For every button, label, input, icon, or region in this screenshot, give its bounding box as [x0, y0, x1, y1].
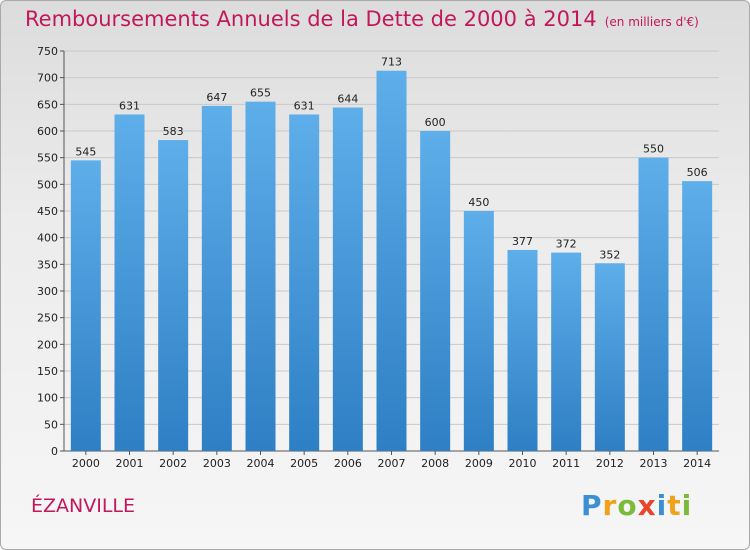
x-tick-label: 2002 [159, 457, 187, 470]
x-tick-label: 2007 [378, 457, 406, 470]
data-label: 550 [643, 143, 664, 156]
y-tick-label: 400 [37, 232, 58, 245]
bar-2003 [201, 105, 232, 451]
data-label: 506 [687, 166, 708, 179]
data-label: 372 [556, 238, 577, 251]
bar-2004 [245, 101, 276, 452]
x-tick-label: 2001 [116, 457, 144, 470]
data-label: 713 [381, 56, 402, 69]
x-tick-label: 2006 [334, 457, 362, 470]
data-label: 644 [337, 93, 358, 106]
data-label: 631 [294, 99, 315, 112]
x-tick-label: 2014 [683, 457, 711, 470]
y-tick-label: 50 [44, 418, 58, 431]
y-tick-label: 300 [37, 285, 58, 298]
x-tick-label: 2010 [509, 457, 537, 470]
x-tick-label: 2003 [203, 457, 231, 470]
x-tick-label: 2011 [552, 457, 580, 470]
data-label: 631 [119, 99, 140, 112]
chart-title: Remboursements Annuels de la Dette de 20… [25, 7, 699, 31]
data-label: 450 [468, 196, 489, 209]
bar-2009 [463, 211, 494, 451]
proxiti-logo[interactable]: Proxiti [581, 489, 693, 522]
bar-2012 [594, 263, 625, 451]
data-label: 545 [75, 145, 96, 158]
x-tick-label: 2008 [421, 457, 449, 470]
y-tick-label: 750 [37, 45, 58, 58]
y-tick-label: 550 [37, 152, 58, 165]
x-tick-label: 2013 [640, 457, 668, 470]
bar-2007 [376, 70, 407, 451]
bars [70, 70, 713, 452]
y-tick-label: 200 [37, 338, 58, 351]
x-tick-label: 2000 [72, 457, 100, 470]
bar-2014 [682, 181, 713, 451]
data-label: 352 [599, 248, 620, 261]
bar-2006 [332, 107, 363, 452]
chart-subtitle: (en milliers d'€) [604, 15, 699, 29]
data-label: 600 [425, 116, 446, 129]
data-label: 655 [250, 87, 271, 100]
bar-2002 [158, 140, 189, 452]
bar-2000 [70, 160, 101, 452]
y-tick-label: 500 [37, 178, 58, 191]
y-tick-label: 0 [51, 445, 58, 458]
y-tick-label: 250 [37, 312, 58, 325]
data-label: 377 [512, 235, 533, 248]
bar-2013 [638, 157, 669, 451]
y-tick-label: 700 [37, 72, 58, 85]
x-tick-label: 2005 [290, 457, 318, 470]
y-tick-label: 600 [37, 125, 58, 138]
city-name: ÉZANVILLE [31, 495, 136, 517]
x-tick-label: 2004 [247, 457, 275, 470]
bar-2010 [507, 249, 538, 451]
y-tick-label: 150 [37, 365, 58, 378]
bar-2005 [289, 114, 320, 451]
y-tick-label: 100 [37, 392, 58, 405]
data-label: 647 [206, 91, 227, 104]
bar-2008 [420, 131, 451, 451]
bar-2001 [114, 114, 145, 451]
data-label: 583 [163, 125, 184, 138]
x-tick-label: 2009 [465, 457, 493, 470]
y-tick-label: 350 [37, 258, 58, 271]
bar-2011 [551, 252, 582, 451]
y-tick-label: 450 [37, 205, 58, 218]
y-tick-label: 650 [37, 98, 58, 111]
labels: 2000 545 2001 631 2002 583 2003 647 2004 655 2005 6… [72, 56, 711, 470]
x-tick-label: 2012 [596, 457, 624, 470]
